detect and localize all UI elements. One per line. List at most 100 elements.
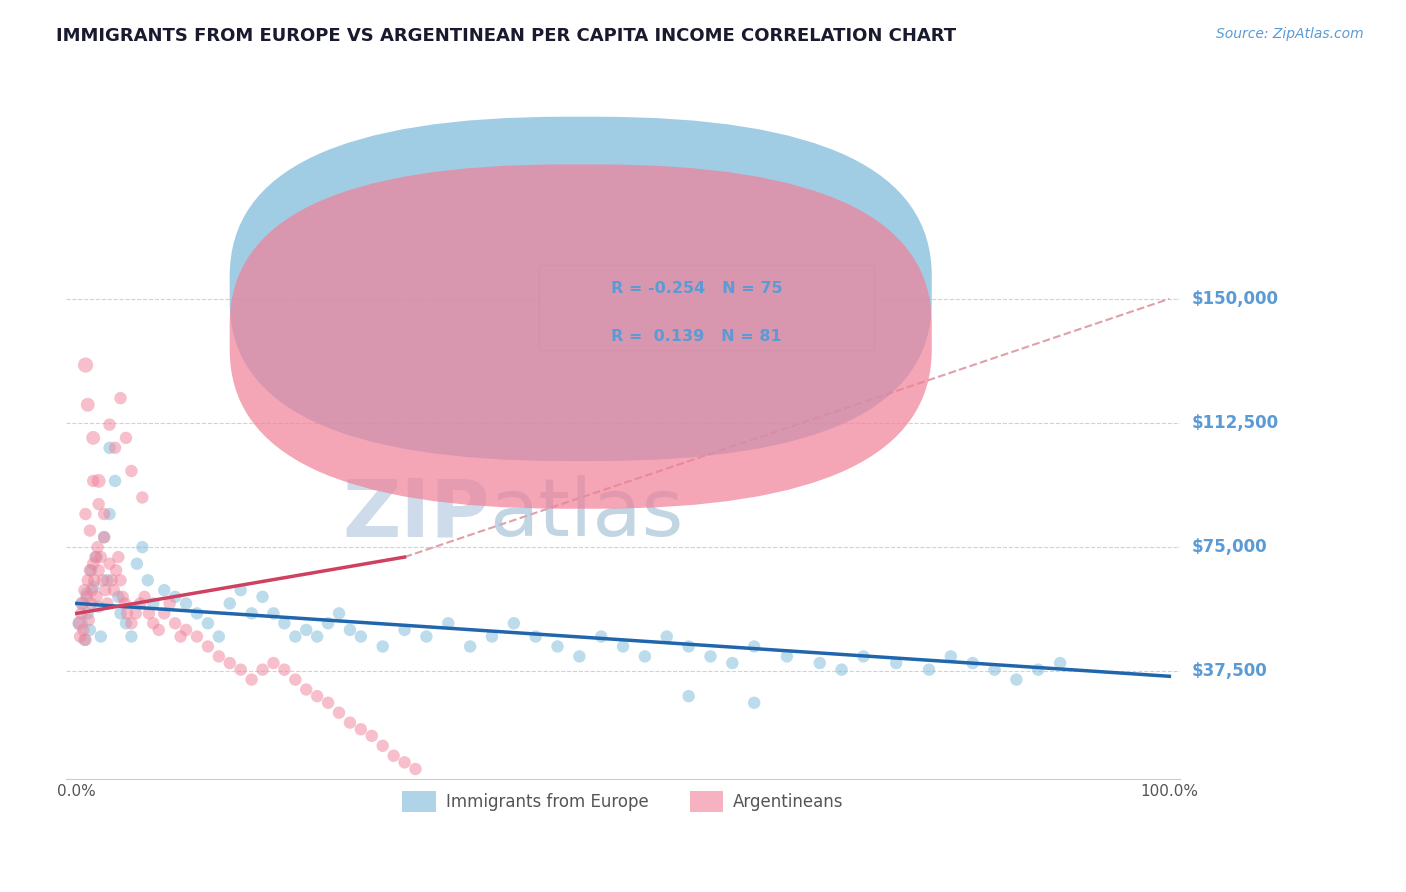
Point [262,607,284,621]
Point [208,649,231,664]
Point [350,723,373,737]
Point [70,607,93,621]
Point [307,689,329,703]
Point [678,640,700,654]
Point [80,563,103,577]
Point [524,630,547,644]
Point [82,557,104,571]
Point [307,630,329,644]
Point [82,431,104,445]
Point [939,649,962,664]
Point [174,596,197,610]
Point [218,656,240,670]
Point [262,656,284,670]
Point [547,640,569,654]
Point [91,574,114,588]
Point [186,630,208,644]
Point [84,550,107,565]
Point [136,574,159,588]
Point [125,607,148,621]
Point [240,673,263,687]
Point [328,706,350,720]
Point [83,574,105,588]
Point [197,616,219,631]
Point [98,441,121,455]
Point [75,632,97,647]
Point [69,616,91,631]
Point [73,632,96,647]
Point [159,596,181,610]
Point [82,474,104,488]
Point [72,596,94,610]
Point [107,590,129,604]
Point [481,630,503,644]
Point [131,491,153,505]
Point [502,616,524,631]
Point [165,616,187,631]
Point [98,507,121,521]
Point [93,530,115,544]
Point [93,507,115,521]
Point [229,663,252,677]
Point [67,616,90,631]
Point [76,586,98,600]
Point [169,630,191,644]
Point [129,596,152,610]
Point [884,656,907,670]
Point [69,630,91,644]
Point [115,616,138,631]
Text: Source: ZipAtlas.com: Source: ZipAtlas.com [1216,27,1364,41]
Point [86,550,108,565]
Point [131,540,153,554]
Point [94,583,117,598]
Point [655,630,678,644]
Point [111,590,134,604]
Point [918,663,941,677]
Point [316,616,339,631]
Point [110,574,132,588]
Point [148,623,170,637]
Text: ZIP: ZIP [342,475,489,553]
Point [852,649,875,664]
Point [72,596,94,610]
Text: $150,000: $150,000 [1191,290,1278,308]
Point [75,507,97,521]
Point [87,497,110,511]
Point [295,623,318,637]
Point [98,417,121,432]
Point [699,649,721,664]
Text: IMMIGRANTS FROM EUROPE VS ARGENTINEAN PER CAPITA INCOME CORRELATION CHART: IMMIGRANTS FROM EUROPE VS ARGENTINEAN PE… [56,27,956,45]
Point [110,607,132,621]
Point [252,663,274,677]
Point [273,663,295,677]
Point [98,557,121,571]
Point [339,715,361,730]
Point [103,583,125,598]
Point [79,623,101,637]
Point [229,583,252,598]
Point [776,649,799,664]
Point [90,550,112,565]
Point [634,649,657,664]
Point [218,596,240,610]
Point [591,630,613,644]
Point [125,557,148,571]
Point [394,756,416,770]
Point [208,630,231,644]
Point [415,630,437,644]
Point [1049,656,1071,670]
Point [120,630,142,644]
Point [197,640,219,654]
Point [105,563,128,577]
Point [100,574,122,588]
Point [73,583,96,598]
Point [458,640,481,654]
Text: $37,500: $37,500 [1191,662,1267,681]
FancyBboxPatch shape [229,117,932,461]
Point [742,640,765,654]
Point [153,583,176,598]
Point [120,616,142,631]
Point [437,616,460,631]
Point [831,663,853,677]
Point [104,441,127,455]
